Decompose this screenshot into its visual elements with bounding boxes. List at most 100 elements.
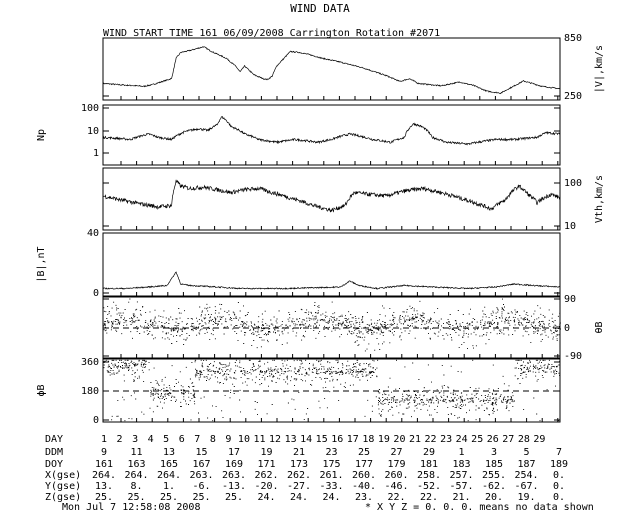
row-value: 9: [101, 447, 107, 458]
row-value: -52.: [417, 481, 441, 492]
panel-group: 850 250 |V|,km/s 100 10 1 Np 100 10 Vth,km/s 40 0 |B…: [36, 33, 605, 426]
row-value: 9: [225, 434, 231, 445]
row-label: DDM: [45, 447, 63, 458]
row-value: 24: [456, 434, 468, 445]
row-value: 16: [331, 434, 343, 445]
row-label: Y(gse): [45, 481, 81, 492]
row-value: 0.: [553, 492, 565, 503]
row-value: 189: [550, 459, 568, 470]
y-tick-label: 0: [93, 415, 99, 426]
row-value: 13: [163, 447, 175, 458]
row-value: 173: [290, 459, 308, 470]
row-value: 22.: [387, 492, 405, 503]
row-value: 22.: [420, 492, 438, 503]
row-value: 177: [355, 459, 373, 470]
row-value: 1.: [163, 481, 175, 492]
row-value: 26: [487, 434, 499, 445]
row-value: 185: [485, 459, 503, 470]
row-value: 165: [160, 459, 178, 470]
row-label: DAY: [45, 434, 63, 445]
row-value: 27: [502, 434, 514, 445]
row-value: 171: [257, 459, 275, 470]
row-value: 19: [260, 447, 272, 458]
row-value: 27: [390, 447, 402, 458]
row-value: -62.: [482, 481, 506, 492]
y-tick-label: 360: [81, 357, 99, 368]
row-value: 23.: [355, 492, 373, 503]
row-label: X(gse): [45, 470, 81, 481]
scatter-points: [103, 359, 561, 422]
row-value: 25: [358, 447, 370, 458]
row-value: 264.: [124, 470, 148, 481]
time-axis-table: DAY 1 2 3 4 5 6 7 8 9 10 11 12 13 14 15 16 17 18 19 20 21 22 23…: [45, 434, 568, 503]
row-value: 167: [192, 459, 210, 470]
series-line: [102, 46, 561, 95]
row-value: 7: [556, 447, 562, 458]
y-tick-label: 40: [87, 228, 99, 239]
row-value: 261.: [319, 470, 343, 481]
panel-frame: [102, 358, 561, 423]
row-value: 29: [533, 434, 545, 445]
y-axis-label: |B|,nT: [36, 246, 47, 282]
row-value: 24.: [257, 492, 275, 503]
row-value: 21: [409, 434, 421, 445]
row-value: -33.: [319, 481, 343, 492]
row-value: 21: [293, 447, 305, 458]
y-tick-label: -90: [564, 351, 582, 362]
y-axis-label: |V|,km/s: [594, 45, 605, 93]
row-value: -27.: [287, 481, 311, 492]
panel-3: 100 10 Vth,km/s: [102, 167, 605, 232]
row-value: 23: [440, 434, 452, 445]
chart-subtitle: WIND START TIME 161 06/09/2008 Carringto…: [103, 28, 440, 39]
chart-title: WIND DATA: [290, 2, 350, 15]
y-tick-label: 100: [564, 178, 582, 189]
y-tick-label: 90: [564, 294, 576, 305]
row-value: 29: [423, 447, 435, 458]
row-value: 3: [491, 447, 497, 458]
y-tick-label: 1: [93, 148, 99, 159]
scatter-points: [103, 298, 561, 352]
row-value: -20.: [254, 481, 278, 492]
row-value: 264.: [92, 470, 116, 481]
row-value: 20: [393, 434, 405, 445]
row-value: 263.: [189, 470, 213, 481]
row-value: 0.: [553, 470, 565, 481]
row-value: 25.: [160, 492, 178, 503]
y-tick-label: 10: [87, 126, 99, 137]
row-value: 11: [130, 447, 142, 458]
row-value: 17: [347, 434, 359, 445]
row-value: 187: [517, 459, 535, 470]
row-value: 24.: [290, 492, 308, 503]
y-tick-label: 10: [564, 221, 576, 232]
panel-1: 850 250 |V|,km/s: [102, 33, 605, 102]
panel-frame: [102, 232, 561, 297]
row-label: Z(gse): [45, 492, 81, 503]
row-value: 8.: [130, 481, 142, 492]
row-value: 14: [300, 434, 312, 445]
row-value: 22: [425, 434, 437, 445]
row-value: 23: [325, 447, 337, 458]
row-value: 257.: [449, 470, 473, 481]
row-value: 25.: [127, 492, 145, 503]
row-value: -57.: [449, 481, 473, 492]
row-value: 183: [452, 459, 470, 470]
panel-4: 40 0 |B|,nT: [36, 228, 561, 299]
row-value: 21.: [452, 492, 470, 503]
row-value: 19.: [517, 492, 535, 503]
y-tick-label: 0: [93, 288, 99, 299]
series-line: [102, 179, 561, 213]
panel-frame: [102, 104, 561, 166]
row-value: -46.: [384, 481, 408, 492]
row-value: 13.: [95, 481, 113, 492]
series-line: [102, 271, 561, 290]
row-value: -6.: [192, 481, 210, 492]
row-value: 6: [179, 434, 185, 445]
row-value: 1: [101, 434, 107, 445]
row-value: 3: [132, 434, 138, 445]
row-value: 12: [269, 434, 281, 445]
y-axis-label: Vth,km/s: [594, 175, 605, 223]
row-value: 254.: [514, 470, 538, 481]
y-tick-label: 180: [81, 386, 99, 397]
row-value: 7: [194, 434, 200, 445]
